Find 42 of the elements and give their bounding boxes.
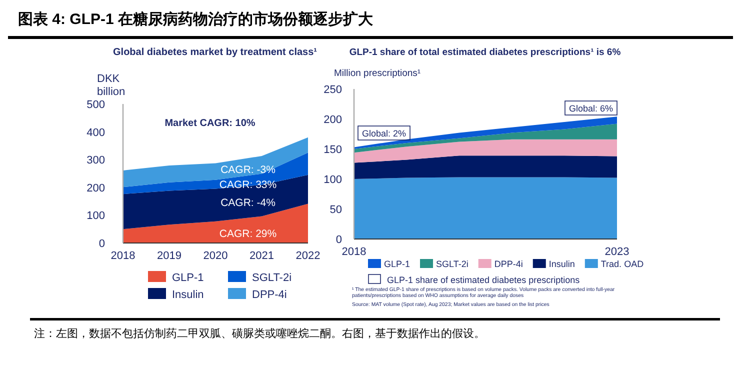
annotation: CAGR: -3% — [220, 164, 276, 176]
chart-subtitle: Global diabetes market by treatment class¹ — [113, 47, 318, 58]
y-tick-label: 150 — [324, 144, 342, 156]
legend-label: Insulin — [172, 289, 204, 301]
x-tick-label: 2019 — [157, 250, 182, 262]
legend-label: GLP-1 — [384, 259, 410, 269]
chart-title: GLP-1 share of total estimated diabetes prescriptions¹ is 6% — [349, 47, 622, 58]
legend-label: DPP-4i — [252, 289, 287, 301]
y-axis-title: Million prescriptions¹ — [334, 68, 421, 79]
annotation: Market CAGR: 10% — [164, 118, 256, 129]
x-tick-label: 2021 — [250, 250, 274, 262]
y-tick-label: 0 — [336, 234, 342, 246]
y-tick-label: 200 — [86, 182, 105, 194]
y-tick-label: 100 — [324, 174, 342, 186]
annotation: Global: 2% — [362, 128, 406, 138]
x-tick-label: 2020 — [203, 250, 228, 262]
legend-label: SGLT-2i — [252, 272, 292, 284]
y-axis-title: DKK billion — [97, 73, 126, 98]
x-tick-label: 2018 — [110, 250, 136, 262]
legend-label: Trad. OAD — [600, 259, 644, 269]
x-tick-label: 2018 — [342, 246, 366, 258]
x-tick-label: 2022 — [296, 250, 320, 262]
chart-title: 图表 4: GLP-1 在糖尿病药物治疗的市场份额逐步扩大 — [18, 10, 374, 28]
y-tick-label: 400 — [86, 126, 105, 139]
y-tick-label: 50 — [330, 204, 342, 216]
annotation: CAGR: -4% — [220, 197, 276, 209]
y-tick-label: 200 — [324, 114, 342, 126]
x-tick-label: 2023 — [604, 246, 630, 258]
annotation: Global: 6% — [568, 104, 614, 114]
text: GLP-1 share of estimated diabetes prescriptions — [387, 275, 580, 285]
legend-label: GLP-1 — [172, 272, 204, 284]
y-tick-label: 100 — [86, 210, 105, 222]
legend-label: Insulin — [548, 259, 575, 269]
annotation: CAGR: 29% — [219, 228, 277, 240]
y-tick-label: 500 — [86, 99, 105, 111]
y-tick-label: 0 — [98, 238, 105, 250]
text: 注：左图，数据不包括仿制药二甲双胍、磺脲类或噻唑烷二酮。右图，基于数据作出的假设。 — [34, 327, 485, 340]
annotation: CAGR: 33% — [219, 179, 277, 191]
y-tick-label: 250 — [324, 84, 342, 96]
legend-label: DPP-4i — [494, 259, 523, 269]
y-tick-label: 300 — [86, 154, 105, 167]
legend-label: SGLT-2i — [436, 259, 468, 269]
